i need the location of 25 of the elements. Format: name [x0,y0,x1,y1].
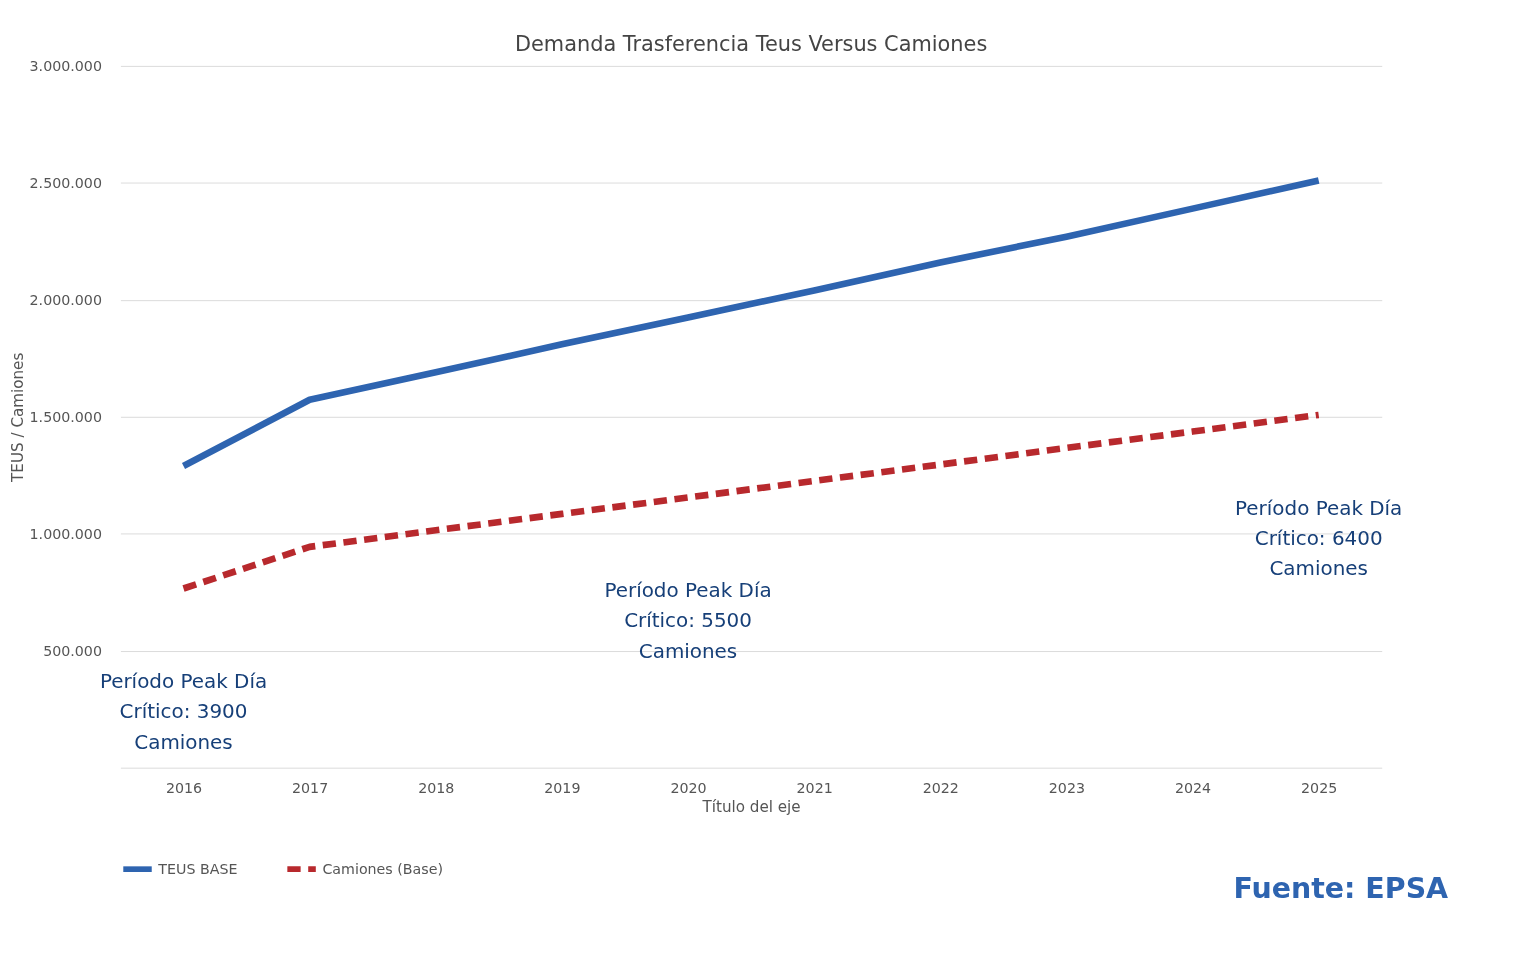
x-tick-label: 2017 [292,779,329,796]
y-tick-label: 1.500.000 [29,409,102,426]
x-tick-label: 2022 [922,779,959,796]
x-tick-label: 2023 [1048,779,1085,796]
chart-title: Demanda Trasferencia Teus Versus Camiones [514,31,988,56]
y-tick-label: 500.000 [43,642,102,659]
x-tick-label: 2020 [670,779,707,796]
x-tick-label: 2019 [544,779,581,796]
x-axis-title: Título del eje [701,797,801,816]
y-tick-label: 3.000.000 [29,58,102,75]
x-tick-label: 2018 [418,779,455,796]
legend-label: Camiones (Base) [322,860,443,877]
annotation: Período Peak Día Crítico: 5500 Camiones [604,579,772,663]
annotation: Período Peak Día Crítico: 3900 Camiones [99,670,268,754]
annotation: Período Peak Día Crítico: 6400 Camiones [1235,496,1403,581]
y-tick-label: 2.500.000 [29,175,102,192]
x-tick-label: 2024 [1174,779,1212,796]
x-tick-label: 2025 [1301,779,1338,796]
y-tick-label: 2.000.000 [29,292,102,309]
y-tick-label: 1.000.000 [29,525,102,542]
source-note: Fuente: EPSA [1233,871,1449,905]
x-tick-label: 2016 [165,779,203,796]
y-axis-title: TEUS / Camiones [8,352,27,483]
x-tick-label: 2021 [796,779,833,796]
legend-label: TEUS BASE [157,860,238,877]
